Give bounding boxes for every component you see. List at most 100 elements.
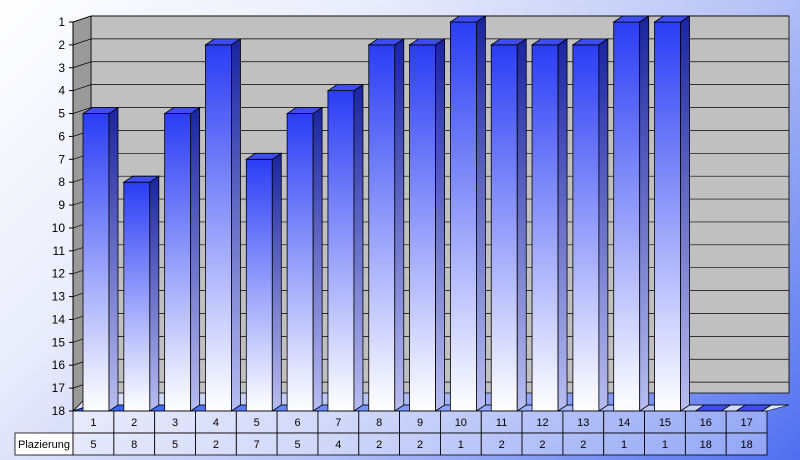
x-tick-label: 4 bbox=[213, 417, 219, 429]
x-tick-label: 13 bbox=[577, 417, 589, 429]
y-tick-label: 1 bbox=[58, 15, 65, 29]
bar-side bbox=[394, 38, 405, 412]
bar bbox=[530, 38, 569, 412]
x-tick-label: 11 bbox=[496, 417, 507, 429]
bar-top bbox=[163, 107, 201, 114]
bar bbox=[449, 15, 487, 412]
x-tick-label: 17 bbox=[740, 417, 752, 429]
x-tick-label: 10 bbox=[455, 417, 467, 429]
bar-side bbox=[149, 175, 160, 412]
data-table: Plazierung152835425765748292101112122132… bbox=[14, 410, 768, 456]
gridline bbox=[72, 15, 789, 23]
bars bbox=[81, 15, 773, 412]
bar-side bbox=[271, 152, 282, 412]
data-label: 18 bbox=[700, 439, 712, 451]
bar-side bbox=[557, 38, 568, 412]
y-tick-label: 14 bbox=[52, 312, 66, 326]
bar-front bbox=[490, 44, 518, 412]
bar-side bbox=[516, 38, 527, 412]
bar-top bbox=[408, 38, 446, 46]
data-label: 2 bbox=[499, 439, 505, 451]
bar-top bbox=[81, 107, 120, 114]
bar-side bbox=[231, 38, 241, 412]
bar-front bbox=[368, 44, 396, 412]
data-label: 2 bbox=[376, 439, 382, 451]
y-tick-label: 4 bbox=[58, 84, 65, 98]
x-tick-label: 8 bbox=[376, 417, 382, 429]
bar-front bbox=[450, 21, 477, 412]
bar bbox=[122, 175, 161, 412]
bar-front bbox=[245, 158, 273, 412]
x-tick-label: 2 bbox=[131, 417, 137, 429]
bar-front bbox=[409, 44, 436, 412]
bar bbox=[326, 83, 365, 412]
bar-front bbox=[164, 113, 192, 412]
bar-top bbox=[653, 15, 691, 23]
data-label: 7 bbox=[254, 439, 260, 451]
data-label: 2 bbox=[417, 439, 423, 451]
bar-top bbox=[571, 38, 610, 46]
bar bbox=[653, 15, 691, 412]
bar-top bbox=[449, 15, 487, 23]
bar-side bbox=[639, 15, 650, 412]
table-series-label: Plazierung bbox=[18, 439, 70, 451]
x-tick-label: 12 bbox=[536, 417, 548, 429]
bar-top bbox=[204, 38, 242, 46]
y-tick-label: 2 bbox=[58, 38, 65, 52]
data-label: 1 bbox=[621, 439, 627, 451]
bar bbox=[612, 15, 651, 412]
bar-front bbox=[327, 90, 355, 412]
bar-side bbox=[312, 106, 323, 412]
bar bbox=[244, 152, 283, 412]
x-tick-label: 7 bbox=[335, 417, 341, 429]
bar-top bbox=[122, 175, 161, 183]
x-tick-label: 15 bbox=[659, 417, 671, 429]
data-label: 5 bbox=[294, 439, 300, 451]
bar-top bbox=[367, 38, 406, 46]
y-tick-label: 16 bbox=[52, 358, 66, 372]
bar bbox=[81, 106, 120, 412]
bar-front bbox=[286, 113, 314, 412]
bar-top bbox=[489, 38, 528, 46]
bar bbox=[408, 38, 446, 412]
y-tick-label: 6 bbox=[58, 129, 65, 143]
data-label: 1 bbox=[662, 439, 668, 451]
bar-top bbox=[530, 38, 569, 46]
bar bbox=[204, 38, 242, 412]
x-tick-label: 3 bbox=[172, 417, 178, 429]
data-label: 5 bbox=[172, 439, 178, 451]
bar-top bbox=[612, 15, 651, 23]
bar-side bbox=[598, 38, 609, 412]
bar-front bbox=[572, 44, 600, 412]
bar-side bbox=[108, 106, 119, 412]
bar-side bbox=[476, 15, 486, 412]
y-tick-label: 3 bbox=[58, 61, 65, 75]
x-tick-label: 5 bbox=[254, 417, 260, 429]
bar-front bbox=[654, 21, 681, 412]
y-tick-label: 10 bbox=[52, 221, 66, 235]
bar-side bbox=[353, 83, 364, 412]
y-tick-label: 8 bbox=[58, 175, 65, 189]
bar-top bbox=[285, 107, 324, 114]
y-tick-label: 18 bbox=[52, 404, 66, 418]
x-tick-label: 14 bbox=[618, 417, 630, 429]
bar bbox=[367, 38, 406, 412]
y-tick-label: 13 bbox=[52, 290, 66, 304]
data-label: 18 bbox=[740, 439, 752, 451]
bar-side bbox=[680, 15, 690, 412]
y-tick-label: 7 bbox=[58, 152, 65, 166]
bar bbox=[489, 38, 528, 412]
data-label: 2 bbox=[580, 439, 586, 451]
bar-front bbox=[531, 44, 559, 412]
bar-side bbox=[435, 38, 445, 412]
bar bbox=[163, 106, 201, 412]
data-label: 5 bbox=[90, 439, 96, 451]
y-tick-label: 9 bbox=[58, 198, 65, 212]
bar-top bbox=[326, 84, 365, 92]
bar-front bbox=[205, 44, 232, 412]
y-tick-label: 11 bbox=[53, 244, 66, 258]
bar bbox=[285, 106, 324, 412]
x-tick-label: 9 bbox=[417, 417, 423, 429]
bar-top bbox=[244, 152, 283, 160]
